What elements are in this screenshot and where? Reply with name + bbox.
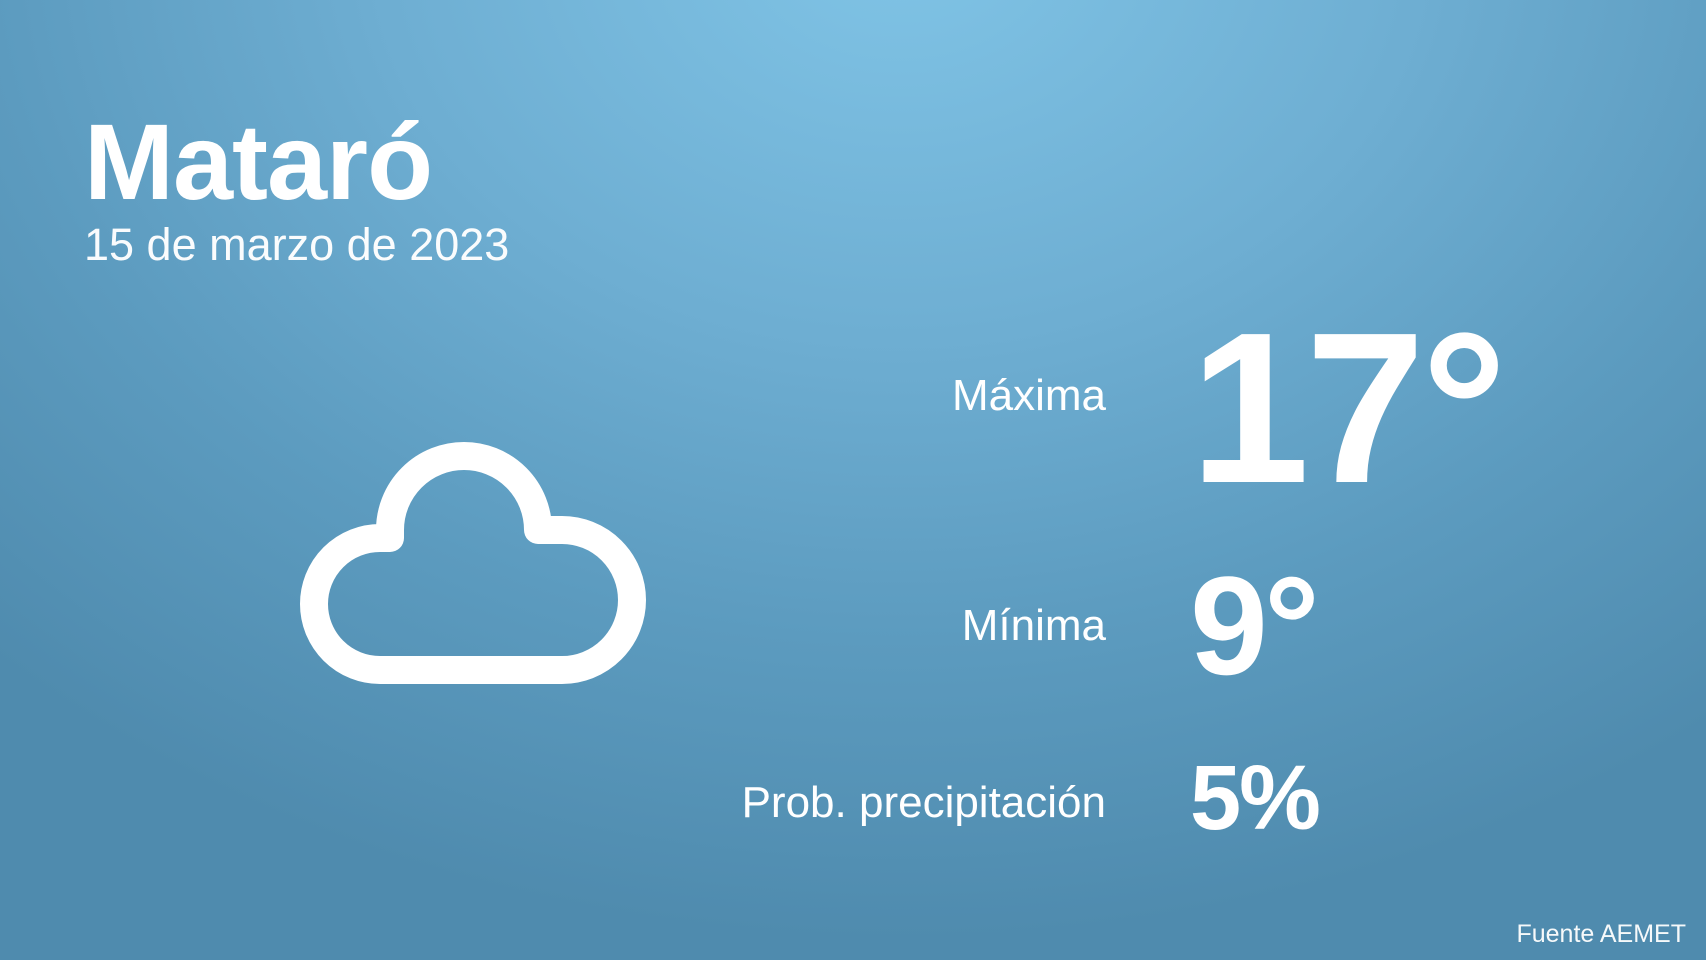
precip-prob-value: 5% <box>1190 747 1321 849</box>
cloud-icon <box>300 442 646 684</box>
min-temp-label: Mínima <box>961 601 1106 650</box>
source-credit: Fuente AEMET <box>1516 920 1686 948</box>
date-subtitle: 15 de marzo de 2023 <box>84 219 510 270</box>
min-temp-value: 9° <box>1190 547 1320 704</box>
max-temp-value: 17° <box>1190 287 1507 528</box>
max-temp-label: Máxima <box>951 371 1106 420</box>
precip-prob-label: Prob. precipitación <box>741 778 1106 827</box>
city-title: Mataró <box>84 101 433 222</box>
